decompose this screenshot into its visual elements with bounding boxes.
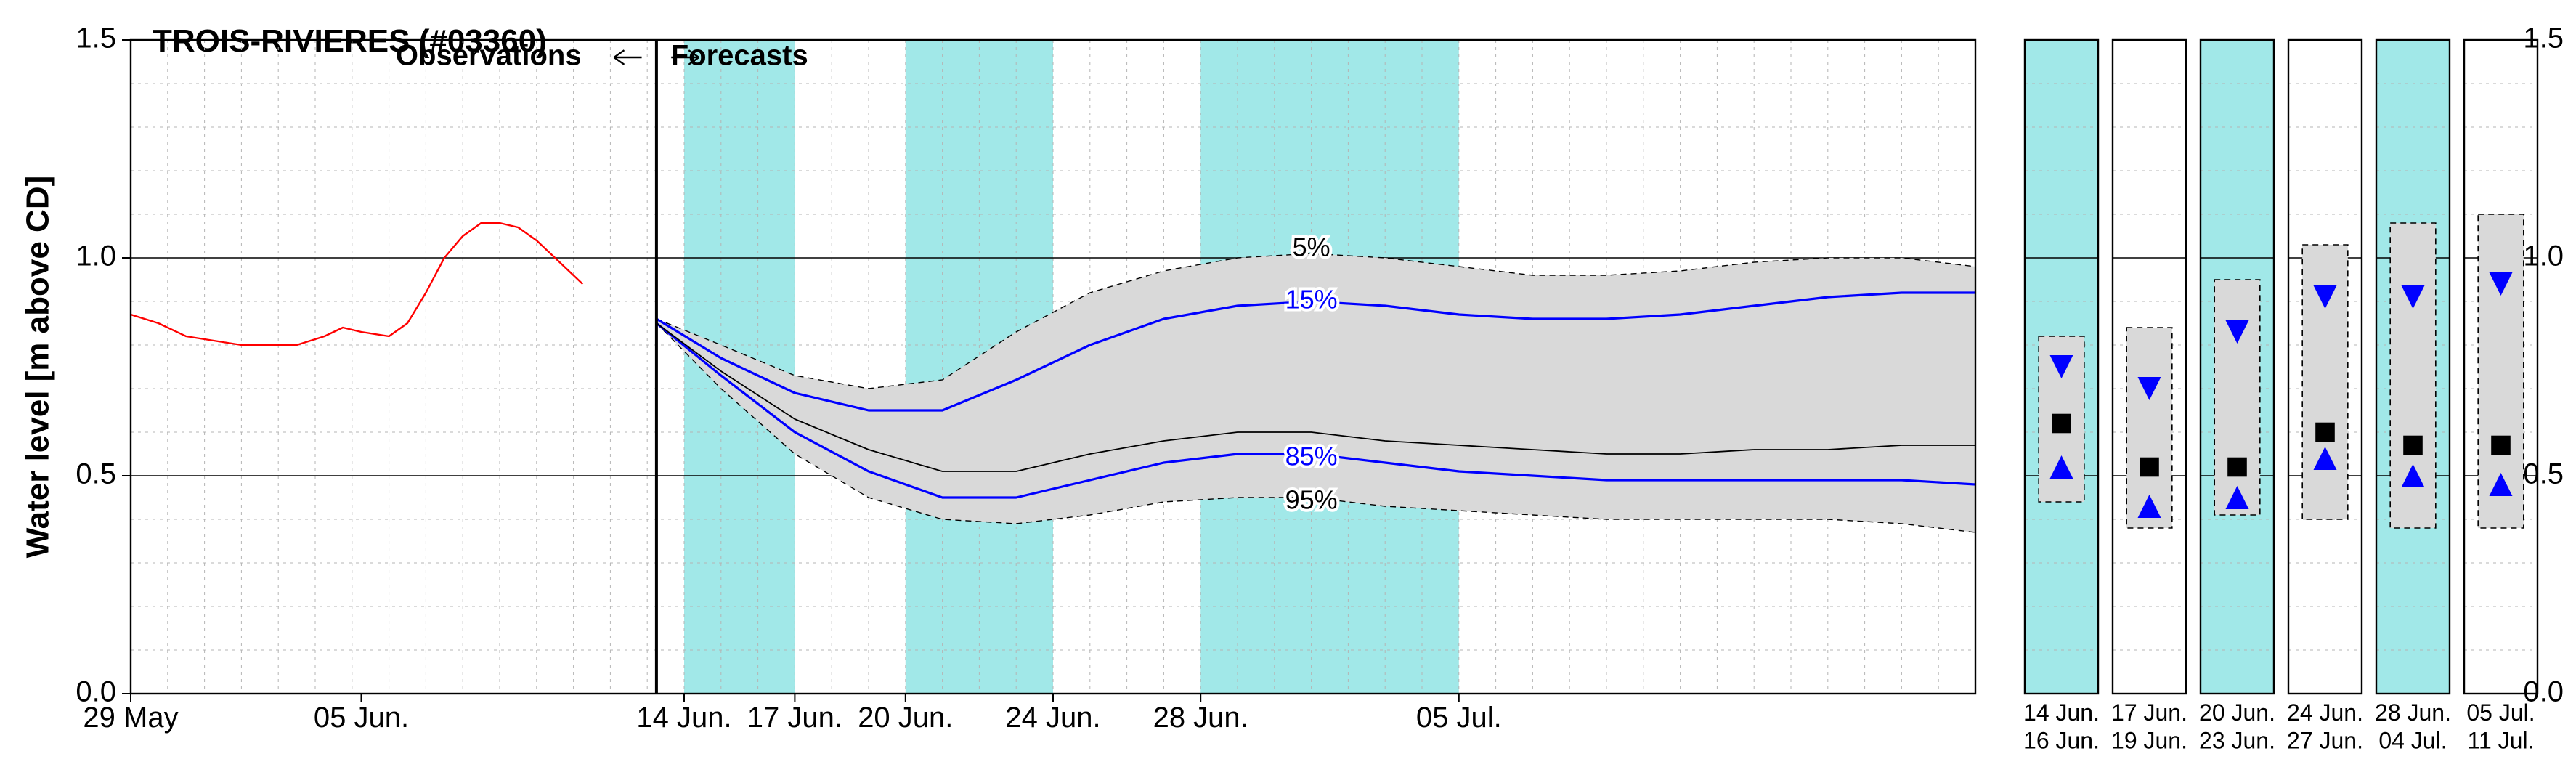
- mini-label-bottom: 27 Jun.: [2287, 728, 2363, 754]
- x-tick-label: 14 Jun.: [636, 702, 731, 734]
- x-tick-label: 05 Jun.: [314, 702, 409, 734]
- mini-label-bottom: 11 Jul.: [2468, 728, 2535, 754]
- mini-panel: [2464, 40, 2538, 694]
- mini-label-top: 20 Jun.: [2199, 699, 2275, 726]
- mini-panel: [2113, 40, 2186, 694]
- mini-box-5-95: [2214, 280, 2260, 515]
- mini-marker-p50: [2492, 436, 2511, 455]
- mini-marker-p50: [2140, 458, 2159, 476]
- divider-arrow-left: [614, 50, 641, 65]
- mini-label-bottom: 19 Jun.: [2111, 728, 2187, 754]
- y-tick-label-right: 0.0: [2523, 676, 2564, 708]
- forecast-percent-label: 85%: [1285, 442, 1338, 471]
- x-tick-label: 05 Jul.: [1416, 702, 1502, 734]
- main-panel: 5%5%15%15%85%85%95%95%: [131, 40, 1975, 694]
- mini-label-top: 24 Jun.: [2287, 699, 2363, 726]
- y-tick-label-right: 1.5: [2523, 23, 2564, 54]
- y-tick-label: 1.5: [76, 23, 116, 54]
- mini-marker-p50: [2052, 414, 2071, 433]
- observations-label: Observations: [396, 40, 582, 72]
- mini-label-top: 14 Jun.: [2023, 699, 2100, 726]
- y-axis-label: Water level [m above CD]: [20, 176, 56, 559]
- mini-label-top: 17 Jun.: [2111, 699, 2187, 726]
- forecast-percent-label: 95%: [1285, 485, 1338, 515]
- y-tick-label: 0.0: [76, 676, 116, 708]
- mini-panel: [2025, 40, 2098, 694]
- x-tick-label: 24 Jun.: [1005, 702, 1100, 734]
- x-tick-label: 17 Jun.: [747, 702, 842, 734]
- mini-panel: [2376, 40, 2450, 694]
- observation-line: [131, 223, 582, 345]
- mini-marker-p50: [2404, 436, 2423, 455]
- mini-label-top: 28 Jun.: [2375, 699, 2451, 726]
- mini-label-bottom: 23 Jun.: [2199, 728, 2275, 754]
- divider-annotations: Observations Forecasts: [396, 40, 808, 72]
- mini-marker-p50: [2316, 423, 2335, 442]
- mini-panel: [2288, 40, 2362, 694]
- forecast-percent-label: 5%: [1293, 232, 1330, 262]
- y-tick-label: 1.0: [76, 240, 116, 272]
- x-tick-label: 28 Jun.: [1153, 702, 1248, 734]
- y-tick-label: 0.5: [76, 458, 116, 490]
- y-tick-label-right: 1.0: [2523, 240, 2564, 272]
- forecast-percent-label: 15%: [1285, 285, 1338, 315]
- water-level-chart: TROIS-RIVIERES (#03360)5%5%15%15%85%85%9…: [0, 0, 2576, 775]
- mini-marker-p50: [2228, 458, 2247, 476]
- mini-label-bottom: 04 Jul.: [2378, 728, 2447, 754]
- mini-panel: [2201, 40, 2274, 694]
- mini-label-bottom: 16 Jun.: [2023, 728, 2100, 754]
- x-tick-label: 20 Jun.: [858, 702, 953, 734]
- forecasts-label: Forecasts: [671, 40, 808, 72]
- y-tick-label-right: 0.5: [2523, 458, 2564, 490]
